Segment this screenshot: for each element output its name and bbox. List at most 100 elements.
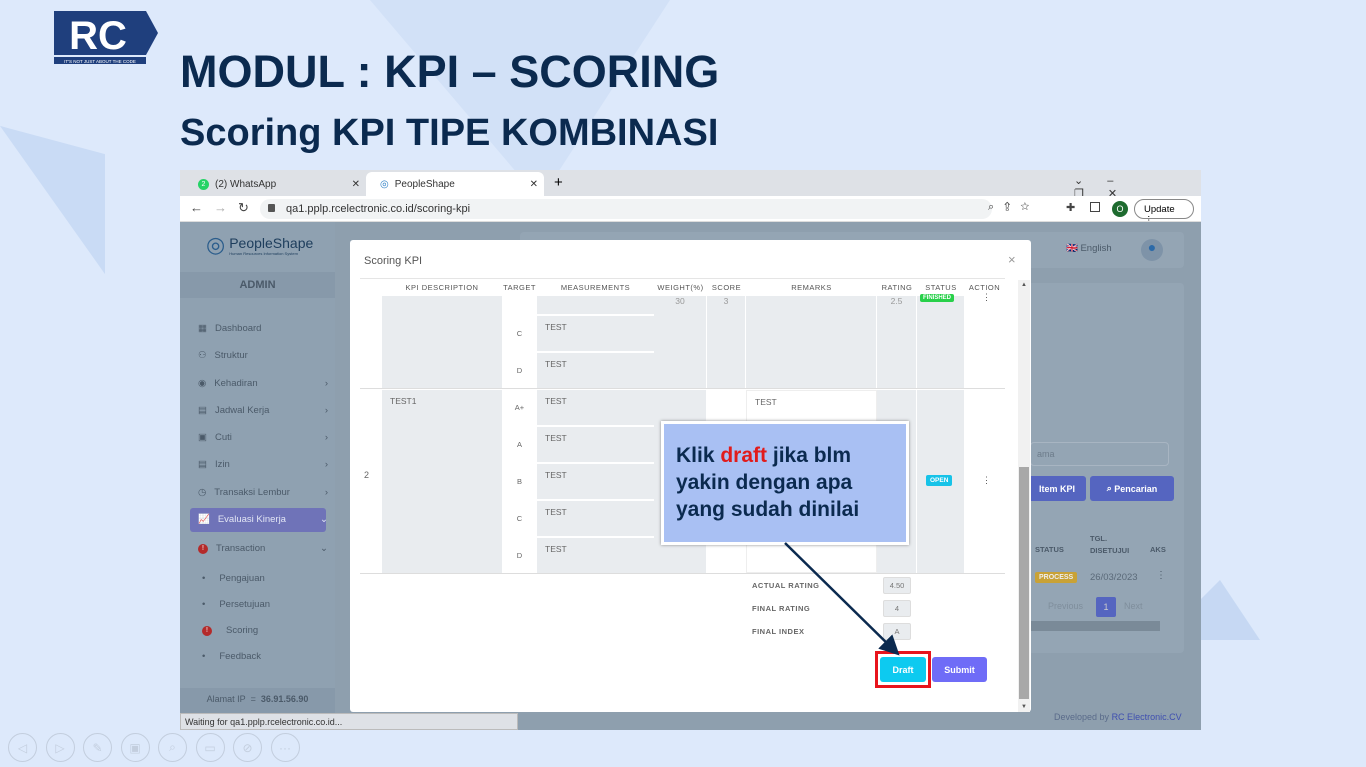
more-options-icon[interactable]: ···: [270, 733, 300, 762]
measurement-cell: TEST: [537, 501, 654, 536]
reload-icon[interactable]: ↻: [238, 200, 249, 215]
col-header-score: SCORE: [711, 283, 742, 292]
sidebar-icon: !: [198, 543, 208, 554]
zoom-icon[interactable]: ⌕: [158, 733, 187, 762]
sidebar-item-label: Evaluasi Kinerja: [217, 514, 286, 525]
extensions-icon[interactable]: ✚: [1066, 202, 1076, 214]
row1-cell: 30: [654, 296, 706, 388]
target-cell: B: [502, 464, 537, 499]
tab-peopleshape[interactable]: ◎ PeopleShape ✕: [366, 172, 544, 196]
row-menu-icon[interactable]: ⋮: [982, 475, 991, 485]
status-badge-open: OPEN: [926, 475, 953, 486]
sidebar-icon: ▤: [198, 459, 207, 470]
sidebar-item-pengajuan[interactable]: • Pengajuan: [202, 573, 332, 584]
measurement-cell: TEST: [537, 427, 654, 462]
summary-value-final-index: A: [883, 623, 911, 640]
prev-slide-icon[interactable]: ◁: [8, 733, 37, 762]
camera-off-icon[interactable]: ⊘: [233, 733, 262, 762]
url-input[interactable]: qa1.pplp.rcelectronic.co.id/scoring-kpi: [260, 199, 992, 219]
sidebar-item-label: Struktur: [214, 350, 248, 361]
language-selector[interactable]: 🇬🇧 English: [1066, 243, 1112, 254]
sidebar-item-transaction[interactable]: ! Transaction ⌄: [198, 543, 328, 554]
sidebar-item-label: Cuti: [214, 432, 232, 443]
svg-text:IT'S NOT JUST ABOUT THE CODE: IT'S NOT JUST ABOUT THE CODE: [64, 59, 136, 64]
slides-grid-icon[interactable]: ▣: [120, 733, 150, 762]
row-menu-icon[interactable]: ⋮: [982, 292, 991, 302]
back-icon[interactable]: ←: [190, 200, 203, 215]
draft-button[interactable]: Draft: [880, 657, 926, 682]
sidebar-item-label: Dashboard: [214, 323, 262, 334]
sidebar-item-transaksi-lembur[interactable]: ◷ Transaksi Lembur ›: [198, 487, 328, 498]
col-header-action: ACTION: [968, 283, 1001, 292]
summary-value-final-rating: 4: [883, 600, 911, 617]
submit-button[interactable]: Submit: [932, 657, 987, 682]
tab-label: (2) WhatsApp: [215, 178, 277, 190]
sidebar-icon: ▦: [198, 323, 207, 334]
target-cell: A: [502, 427, 537, 462]
close-icon[interactable]: ×: [1008, 252, 1016, 267]
peopleshape-favicon: ◎: [380, 178, 389, 190]
user-avatar[interactable]: ●: [1141, 239, 1163, 261]
chevron-icon: ⌄: [320, 514, 328, 525]
sidebar-item-feedback[interactable]: • Feedback: [202, 651, 332, 662]
measurement-cell: TEST: [537, 316, 654, 351]
profile-avatar[interactable]: O: [1112, 201, 1128, 217]
close-tab-icon[interactable]: ✕: [351, 178, 360, 190]
search-input[interactable]: ama: [1030, 442, 1169, 466]
sidebar-item-izin[interactable]: ▤ Izin ›: [198, 459, 328, 470]
zoom-share-bookmark-icons[interactable]: ⌕⇪☆: [988, 201, 1040, 213]
sidebar-icon: 📈: [198, 514, 210, 525]
ip-label: Alamat IP: [206, 694, 246, 704]
sidebar-icon: ▣: [198, 432, 207, 443]
pagination-previous[interactable]: Previous: [1048, 601, 1084, 611]
pagination-page[interactable]: 1: [1096, 597, 1116, 617]
sidebar-item-persetujuan[interactable]: • Persetujuan: [202, 599, 332, 610]
target-cell: D: [502, 353, 537, 388]
row1-cell: [917, 296, 964, 388]
pen-icon[interactable]: ✎: [83, 733, 112, 762]
tab-whatsapp[interactable]: 2 (2) WhatsApp ✕: [184, 172, 364, 196]
col-header-weight: WEIGHT(%): [657, 283, 704, 292]
summary-label-actual-rating: ACTUAL RATING: [752, 581, 820, 590]
sidepanel-icon[interactable]: [1090, 202, 1100, 212]
update-button[interactable]: Update ⋮: [1134, 199, 1194, 226]
ip-sep: =: [250, 694, 256, 704]
sidebar-item-label: Pengajuan: [219, 573, 265, 584]
footer: Developed by RC Electronic.CV: [1054, 712, 1182, 722]
footer-link[interactable]: RC Electronic.CV: [1111, 712, 1182, 722]
search-button[interactable]: ⌕ Pencarian: [1090, 476, 1174, 501]
target-cell: A+: [502, 390, 537, 425]
sidebar-item-kehadiran[interactable]: ◉ Kehadiran ›: [198, 378, 328, 389]
vertical-scrollbar[interactable]: ▲ ▼: [1018, 280, 1030, 712]
sidebar-item-scoring[interactable]: ! Scoring: [202, 625, 332, 636]
sidebar-item-evaluasi-kinerja[interactable]: 📈 Evaluasi Kinerja ⌄: [198, 514, 328, 525]
horizontal-scrollbar[interactable]: [1030, 621, 1160, 631]
sidebar-item-cuti[interactable]: ▣ Cuti ›: [198, 432, 328, 443]
footer-prefix: Developed by: [1054, 712, 1110, 722]
subtitles-icon[interactable]: ▭: [195, 733, 225, 762]
measurement-cell: TEST: [537, 538, 654, 573]
callout-text-pre: Klik: [676, 444, 721, 467]
forward-icon[interactable]: →: [214, 200, 227, 215]
chevron-icon: ⌄: [320, 543, 328, 554]
sidebar-item-label: Feedback: [219, 651, 262, 662]
update-label: Update: [1144, 204, 1175, 215]
row-menu-icon[interactable]: ⋮: [1156, 570, 1166, 581]
close-tab-icon[interactable]: ✕: [529, 178, 538, 190]
item-kpi-button[interactable]: Item KPI: [1028, 476, 1086, 501]
target-cell: D: [502, 538, 537, 573]
sidebar-item-struktur[interactable]: ⚇ Struktur: [198, 350, 328, 361]
new-tab-icon[interactable]: +: [554, 174, 563, 191]
sidebar-active-bg: [190, 508, 326, 532]
sidebar-icon: •: [202, 573, 206, 584]
search-label: Pencarian: [1114, 483, 1158, 494]
callout-text-post: jika blm yakin dengan apa yang sudah din…: [676, 444, 860, 521]
pagination-next[interactable]: Next: [1124, 601, 1143, 611]
sidebar-item-label: Persetujuan: [219, 599, 271, 610]
sidebar-item-dashboard[interactable]: ▦ Dashboard: [198, 323, 328, 334]
sidebar-item-jadwal-kerja[interactable]: ▤ Jadwal Kerja ›: [198, 405, 328, 416]
svg-text:RC: RC: [69, 14, 127, 58]
target-cell: C: [502, 316, 537, 351]
role-label: ADMIN: [180, 272, 335, 298]
next-slide-icon[interactable]: ▷: [45, 733, 75, 762]
